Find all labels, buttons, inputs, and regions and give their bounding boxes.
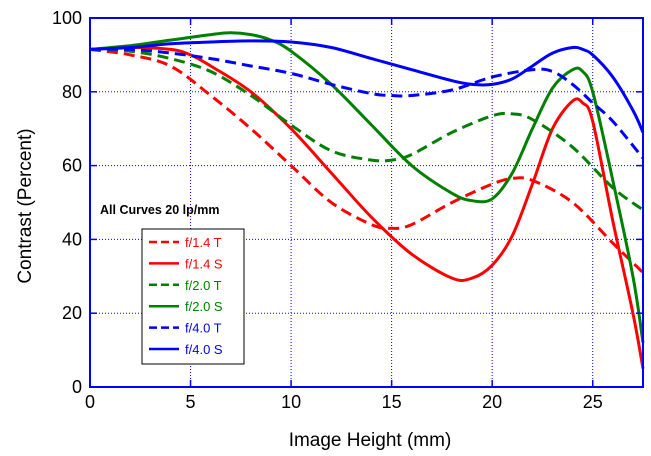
legend-label-f-1-4-t: f/1.4 T [185, 235, 222, 250]
legend-label-f-2-0-s: f/2.0 S [185, 299, 223, 314]
y-tick-label: 0 [72, 377, 82, 397]
tick-labels: 0 5 10 15 20 25 0 20 40 60 80 100 [52, 8, 603, 412]
y-tick-label: 100 [52, 8, 82, 28]
legend: f/1.4 T f/1.4 S f/2.0 T f/2.0 S f/4.0 T f/4.0… [141, 228, 245, 365]
x-tick-label: 10 [281, 392, 301, 412]
y-tick-label: 80 [62, 82, 82, 102]
series-line-f-4-0-s [89, 39, 645, 134]
series-line-f-1-4-t [89, 47, 645, 274]
x-tick-label: 0 [85, 392, 95, 412]
x-tick-label: 25 [583, 392, 603, 412]
legend-box [141, 228, 245, 365]
x-tick-label: 5 [186, 392, 196, 412]
y-axis-label: Contrast (Percent) [15, 128, 36, 283]
series-line-f-2-0-t [89, 47, 644, 212]
y-tick-label: 60 [62, 156, 82, 176]
tick-marks [89, 17, 643, 388]
x-axis-label: Image Height (mm) [289, 430, 452, 451]
series-line-f-1-4-s [89, 46, 645, 369]
legend-label-f-4-0-t: f/4.0 T [185, 321, 222, 336]
y-tick-label: 20 [62, 303, 82, 323]
legend-label-f-1-4-s: f/1.4 S [185, 256, 223, 271]
series-line-f-4-0-t [89, 47, 645, 160]
series-line-f-2-0-s [89, 31, 645, 343]
legend-label-f-4-0-s: f/4.0 S [185, 342, 223, 357]
plot-frame [89, 17, 644, 388]
y-tick-label: 40 [62, 229, 82, 249]
x-tick-label: 15 [382, 392, 402, 412]
chart-annotation: All Curves 20 lp/mm [100, 203, 220, 217]
legend-label-f-2-0-t: f/2.0 T [185, 278, 222, 293]
x-tick-label: 20 [482, 392, 502, 412]
series-lines [89, 31, 645, 369]
